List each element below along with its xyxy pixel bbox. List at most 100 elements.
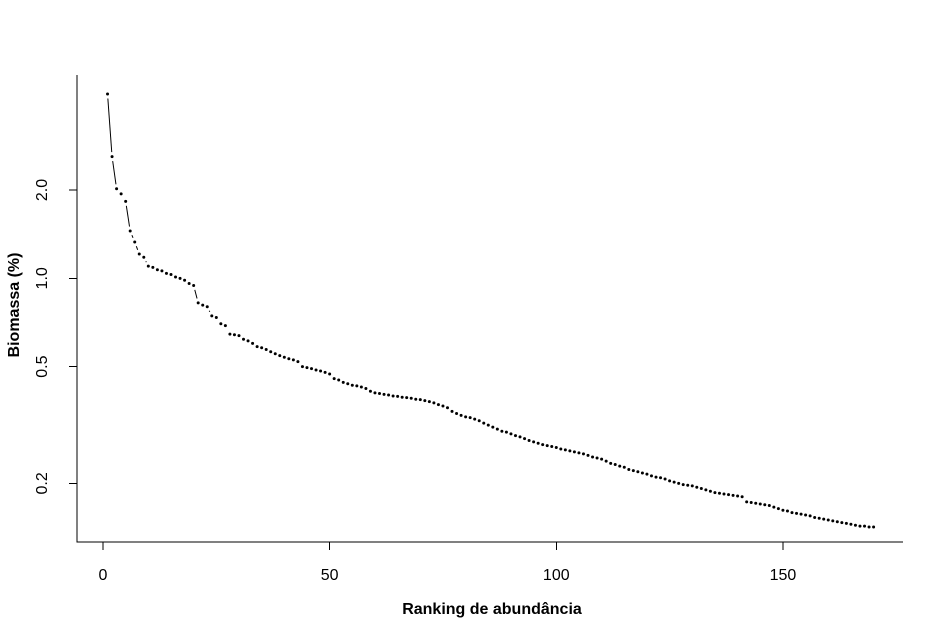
data-point [486, 423, 490, 427]
data-point [427, 400, 431, 404]
data-point [500, 429, 504, 433]
data-point [137, 252, 141, 256]
data-point [536, 441, 540, 445]
data-point [745, 500, 749, 504]
data-point [804, 513, 808, 517]
data-point [627, 467, 631, 471]
data-point [495, 427, 499, 431]
data-point [205, 305, 209, 309]
data-point [795, 511, 799, 515]
data-point [681, 483, 685, 487]
data-point [740, 495, 744, 499]
data-point [146, 264, 150, 268]
data-point [468, 416, 472, 420]
data-point [663, 477, 667, 481]
data-point [169, 273, 173, 277]
series-line-segment [112, 160, 117, 185]
data-point [776, 507, 780, 511]
data-point [359, 385, 363, 389]
data-point [396, 394, 400, 398]
data-point [251, 341, 255, 345]
data-point [441, 404, 445, 408]
data-point [640, 471, 644, 475]
data-point [337, 378, 341, 382]
data-point [464, 415, 468, 419]
data-point [835, 520, 839, 524]
data-point [119, 192, 123, 196]
data-point [409, 396, 413, 400]
x-axis-title: Ranking de abundância [402, 601, 582, 618]
data-point [609, 461, 613, 465]
data-point [636, 470, 640, 474]
data-point [255, 345, 259, 349]
data-point [151, 265, 155, 269]
data-point [455, 412, 459, 416]
data-point [858, 524, 862, 528]
data-point [545, 444, 549, 448]
y-tick-label: 1.0 [34, 267, 51, 289]
data-point [604, 459, 608, 463]
data-point [223, 324, 227, 328]
data-point [314, 368, 318, 372]
data-point [581, 452, 585, 456]
data-point [767, 504, 771, 508]
data-point [391, 394, 395, 398]
data-point [659, 476, 663, 480]
data-point [450, 409, 454, 413]
data-point [237, 334, 241, 338]
data-point [808, 514, 812, 518]
data-point [418, 398, 422, 402]
data-point [736, 494, 740, 498]
data-point [155, 268, 159, 272]
data-point [722, 492, 726, 496]
data-point [278, 354, 282, 358]
data-point [287, 357, 291, 361]
data-point [459, 413, 463, 417]
data-point [690, 484, 694, 488]
data-point [704, 488, 708, 492]
data-point [550, 445, 554, 449]
x-tick-label: 100 [543, 567, 570, 584]
data-point [436, 403, 440, 407]
data-point [364, 387, 368, 391]
data-point [645, 472, 649, 476]
data-point [595, 456, 599, 460]
data-point [754, 501, 758, 505]
data-point [849, 522, 853, 526]
data-point [110, 155, 114, 159]
data-point [504, 430, 508, 434]
series-line-segment [131, 234, 134, 239]
data-point [541, 443, 545, 447]
data-point [568, 449, 572, 453]
data-point [727, 493, 731, 497]
data-point [214, 316, 218, 320]
data-point [142, 255, 146, 259]
data-point [749, 501, 753, 505]
data-point [527, 438, 531, 442]
data-point [174, 275, 178, 279]
data-point [863, 524, 867, 528]
data-point [758, 502, 762, 506]
data-point [872, 525, 876, 529]
data-point [282, 355, 286, 359]
axes-frame [76, 75, 903, 543]
data-point [853, 523, 857, 527]
data-point [731, 493, 735, 497]
data-point [242, 337, 246, 341]
y-tick-label: 0.5 [34, 355, 51, 377]
data-point [264, 347, 268, 351]
data-point [677, 481, 681, 485]
data-point [296, 360, 300, 364]
data-point [115, 187, 119, 191]
data-point [668, 479, 672, 483]
data-point [790, 511, 794, 515]
data-point [473, 417, 477, 421]
x-tick-label: 150 [770, 567, 797, 584]
data-point [509, 432, 513, 436]
data-point [373, 391, 377, 395]
data-point [840, 521, 844, 525]
data-point [563, 448, 567, 452]
data-point [523, 437, 527, 441]
data-point [387, 393, 391, 397]
data-point [763, 503, 767, 507]
